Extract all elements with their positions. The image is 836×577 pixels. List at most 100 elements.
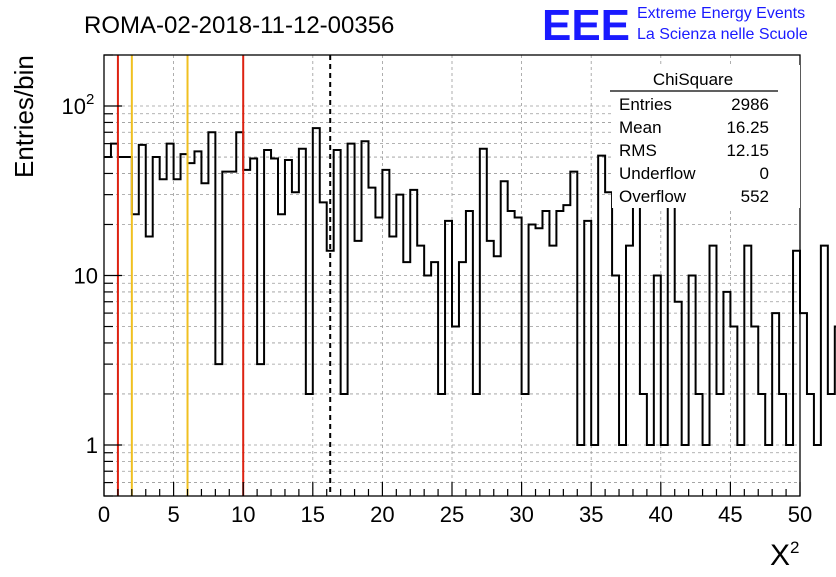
y-tick-label: 1 <box>86 433 98 458</box>
histogram-bin <box>772 313 779 496</box>
x-tick-label: 10 <box>231 502 255 527</box>
histogram-bin <box>675 302 682 496</box>
histogram-bin <box>501 181 508 496</box>
histogram-bin <box>222 172 229 496</box>
histogram-bin <box>111 144 118 496</box>
histogram-bin <box>536 228 543 496</box>
histogram-bin <box>508 211 515 496</box>
histogram-bin <box>285 160 292 496</box>
histogram-bin <box>793 251 800 496</box>
histogram-bin <box>807 394 814 496</box>
logo-mark: EEE <box>542 1 630 50</box>
histogram-bin <box>751 327 758 496</box>
y-tick-label: 10 <box>74 264 98 289</box>
histogram-bin <box>334 150 341 496</box>
histogram-bin <box>264 150 271 496</box>
histogram-bin <box>132 214 139 496</box>
histogram-bin <box>689 276 696 497</box>
histogram-bin <box>382 170 389 496</box>
y-tick-label: 10 <box>62 94 86 119</box>
x-tick-label: 50 <box>788 502 812 527</box>
run-title: ROMA-02-2018-11-12-00356 <box>84 12 394 39</box>
x-axis-label: X2 <box>770 538 799 572</box>
stats-value: 0 <box>760 164 769 183</box>
stats-value: 2986 <box>731 95 769 114</box>
stats-value: 12.15 <box>726 141 769 160</box>
histogram-bin <box>257 364 264 496</box>
x-tick-label: 15 <box>301 502 325 527</box>
x-tick-label: 20 <box>370 502 394 527</box>
histogram-bin <box>584 221 591 496</box>
histogram-bin <box>800 313 807 496</box>
histogram-bin <box>480 149 487 496</box>
histogram-bin <box>556 211 563 496</box>
x-tick-labels: 0 5 10 15 20 25 30 35 40 45 50 <box>98 502 812 527</box>
histogram-bin <box>320 202 327 496</box>
histogram-bin <box>814 445 821 496</box>
x-tick-label: 45 <box>718 502 742 527</box>
logo-line-2: La Scienza nelle Scuole <box>637 26 808 43</box>
axis-ticks <box>103 54 801 497</box>
histogram-bin <box>348 144 355 496</box>
stats-label: Mean <box>619 118 662 137</box>
histogram-outline <box>104 127 836 446</box>
marker-lines <box>116 55 332 496</box>
stats-label: Overflow <box>619 187 687 206</box>
histogram-bin <box>208 132 215 496</box>
histogram-bin <box>542 211 549 496</box>
x-tick-label: 0 <box>98 502 110 527</box>
histogram-bin <box>194 151 201 496</box>
stats-box-background <box>612 65 800 208</box>
stats-label: Underflow <box>619 164 696 183</box>
histogram-bin <box>431 262 438 496</box>
histogram-bin <box>292 192 299 496</box>
histogram-bin <box>828 394 835 496</box>
histogram-bin <box>570 172 577 496</box>
histogram-bin <box>160 179 167 496</box>
histogram-bin <box>243 170 250 496</box>
logo-line-1: Extreme Energy Events <box>637 5 805 22</box>
stats-value: 16.25 <box>726 118 769 137</box>
histogram-bin <box>139 145 146 496</box>
histogram-bin <box>529 224 536 496</box>
histogram-bin <box>167 144 174 496</box>
histogram-bin <box>821 246 828 496</box>
histogram-bin <box>445 221 452 496</box>
stats-box: ChiSquare Entries 2986 Mean 16.25 RMS 12.15 Un… <box>610 65 800 208</box>
histogram-bin <box>236 132 243 496</box>
eee-logo: EEE Extreme Energy Events La Scienza nel… <box>542 1 808 50</box>
stats-value: 552 <box>741 187 769 206</box>
histogram-bin <box>375 217 382 496</box>
stats-label: Entries <box>619 95 672 114</box>
histogram-bin <box>452 327 459 496</box>
y-axis-label: Entries/bin <box>9 55 39 178</box>
histogram-bin <box>174 179 181 496</box>
histogram-bin <box>188 163 195 496</box>
histogram-bin <box>313 128 320 496</box>
histogram-bin <box>368 188 375 496</box>
histogram-bin <box>459 262 466 496</box>
y-tick-exponent: 2 <box>86 91 94 108</box>
x-tick-label: 30 <box>509 502 533 527</box>
x-tick-label: 40 <box>649 502 673 527</box>
histogram-bin <box>466 211 473 496</box>
histogram-bin <box>355 241 362 496</box>
histogram-bin <box>299 149 306 496</box>
histogram-bin <box>403 262 410 496</box>
histogram-bin <box>612 276 619 497</box>
x-tick-label: 25 <box>440 502 464 527</box>
x-tick-label: 35 <box>579 502 603 527</box>
histogram-bin <box>515 217 522 496</box>
histogram-bin <box>278 214 285 496</box>
x-tick-label: 5 <box>167 502 179 527</box>
histogram-bin <box>424 276 431 497</box>
stats-title: ChiSquare <box>653 70 733 89</box>
histogram-bin <box>396 195 403 496</box>
histogram-series <box>104 127 836 497</box>
histogram-bin <box>201 183 208 496</box>
histogram-bin <box>229 172 236 496</box>
stats-label: RMS <box>619 141 657 160</box>
